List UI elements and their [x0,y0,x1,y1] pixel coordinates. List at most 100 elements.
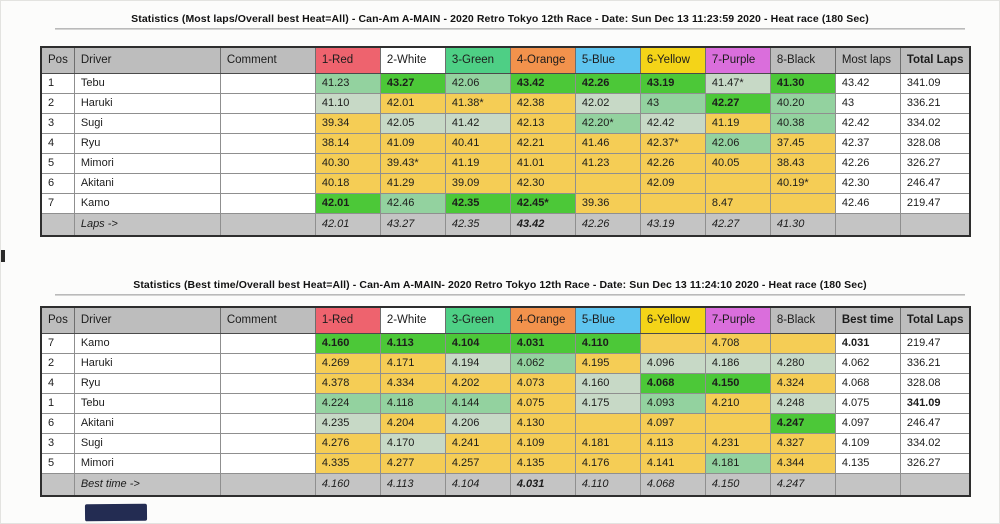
heat-cell: 38.14 [314,132,381,154]
table-row: 4 Ryu 38.14 41.09 40.41 42.21 41.46 42.37* 42.06… [40,132,971,154]
heat-cell: 8.47 [704,192,771,214]
pos-cell: 3 [40,112,75,134]
footer-pos-cell [40,472,75,497]
heat-cell: 42.09 [639,172,706,194]
pos-cell: 6 [40,172,75,194]
total-laps-cell: 341.09 [899,392,971,414]
column-header-1-red: 1-Red [314,46,381,74]
column-header-3-green: 3-Green [444,46,511,74]
heat-cell: 4.335 [314,452,381,474]
pos-cell: 1 [40,392,75,414]
heat-cell: 4.075 [509,392,576,414]
column-header-comment: Comment [219,46,316,74]
summary-cell: 4.075 [834,392,901,414]
heat-cell: 4.073 [509,372,576,394]
footer-total-cell [899,472,971,497]
pos-cell: 4 [40,372,75,394]
heat-cell: 4.096 [639,352,706,374]
driver-cell: Ryu [73,372,221,394]
header-row: Pos Driver Comment 1-Red 2-White 3-Green 4-Ora… [40,306,971,334]
heat-cell: 4.195 [574,352,641,374]
heat-cell: 42.45* [509,192,576,214]
heat-cell: 4.708 [704,332,771,354]
total-laps-cell: 246.47 [899,172,971,194]
driver-cell: Mimori [73,452,221,474]
heat-cell: 42.27 [704,92,771,114]
heat-cell: 42.35 [444,192,511,214]
footer-value-cell: 4.104 [444,472,511,497]
table-row: 2 Haruki 41.10 42.01 41.38* 42.38 42.02 43 42.27… [40,92,971,114]
driver-cell: Haruki [73,92,221,114]
total-laps-cell: 334.02 [899,432,971,454]
column-header-pos: Pos [40,46,75,74]
column-header-8-black: 8-Black [769,46,836,74]
column-header-2-white: 2-White [379,46,446,74]
scan-ink-blob [84,503,148,522]
heat-cell: 42.01 [379,92,446,114]
heat-cell: 4.031 [509,332,576,354]
summary-cell: 4.135 [834,452,901,474]
heat-cell: 4.334 [379,372,446,394]
heat-cell: 42.37* [639,132,706,154]
heat-cell: 43.27 [379,72,446,94]
column-header-pos: Pos [40,306,75,334]
heat-cell: 4.062 [509,352,576,374]
total-laps-cell: 336.21 [899,92,971,114]
driver-cell: Akitani [73,172,221,194]
heat-cell: 4.171 [379,352,446,374]
footer-value-cell: 43.42 [509,212,576,237]
heat-cell: 4.186 [704,352,771,374]
table-row: 1 Tebu 41.23 43.27 42.06 43.42 42.26 43.19 41.47… [40,72,971,94]
heat-cell: 43.19 [639,72,706,94]
heat-cell: 41.23 [574,152,641,174]
comment-cell [219,92,316,114]
table1-title: Statistics (Most laps/Overall best Heat=… [131,13,869,25]
heat-cell [769,332,836,354]
heat-cell: 42.20* [574,112,641,134]
heat-cell: 42.38 [509,92,576,114]
divider-line [55,28,965,30]
pos-cell: 2 [40,352,75,374]
footer-pos-cell [40,212,75,237]
heat-cell: 39.36 [574,192,641,214]
total-laps-cell: 328.08 [899,372,971,394]
total-laps-cell: 246.47 [899,412,971,434]
driver-cell: Kamo [73,332,221,354]
heat-cell: 4.257 [444,452,511,474]
header-row: Pos Driver Comment 1-Red 2-White 3-Green 4-Ora… [40,46,971,74]
footer-label: Laps -> [73,212,221,237]
column-header-total-laps: Total Laps [899,306,971,334]
driver-cell: Akitani [73,412,221,434]
heat-cell: 39.34 [314,112,381,134]
table-row: 3 Sugi 39.34 42.05 41.42 42.13 42.20* 42.42 41.1… [40,112,971,134]
driver-cell: Ryu [73,132,221,154]
column-header-1-red: 1-Red [314,306,381,334]
heat-cell: 4.144 [444,392,511,414]
driver-cell: Sugi [73,112,221,134]
heat-cell: 4.204 [379,412,446,434]
heat-cell: 4.235 [314,412,381,434]
table-row: 1 Tebu 4.224 4.118 4.144 4.075 4.175 4.093 4.210… [40,392,971,414]
footer-value-cell: 43.19 [639,212,706,237]
heat-cell: 41.10 [314,92,381,114]
column-header-7-purple: 7-Purple [704,306,771,334]
heat-cell: 4.224 [314,392,381,414]
heat-cell: 42.21 [509,132,576,154]
pos-cell: 6 [40,412,75,434]
column-header-driver: Driver [73,46,221,74]
divider-line [55,294,965,296]
column-header-best-time: Best time [834,306,901,334]
pos-cell: 5 [40,152,75,174]
pos-cell: 1 [40,72,75,94]
heat-cell: 4.097 [639,412,706,434]
column-header-6-yellow: 6-Yellow [639,306,706,334]
driver-cell: Tebu [73,392,221,414]
total-laps-cell: 341.09 [899,72,971,94]
total-laps-cell: 326.27 [899,152,971,174]
heat-cell [574,172,641,194]
heat-cell: 40.38 [769,112,836,134]
most-laps-table: Pos Driver Comment 1-Red 2-White 3-Green 4-Ora… [40,46,972,237]
heat-cell: 41.19 [704,112,771,134]
heat-cell: 40.19* [769,172,836,194]
heat-cell: 40.20 [769,92,836,114]
